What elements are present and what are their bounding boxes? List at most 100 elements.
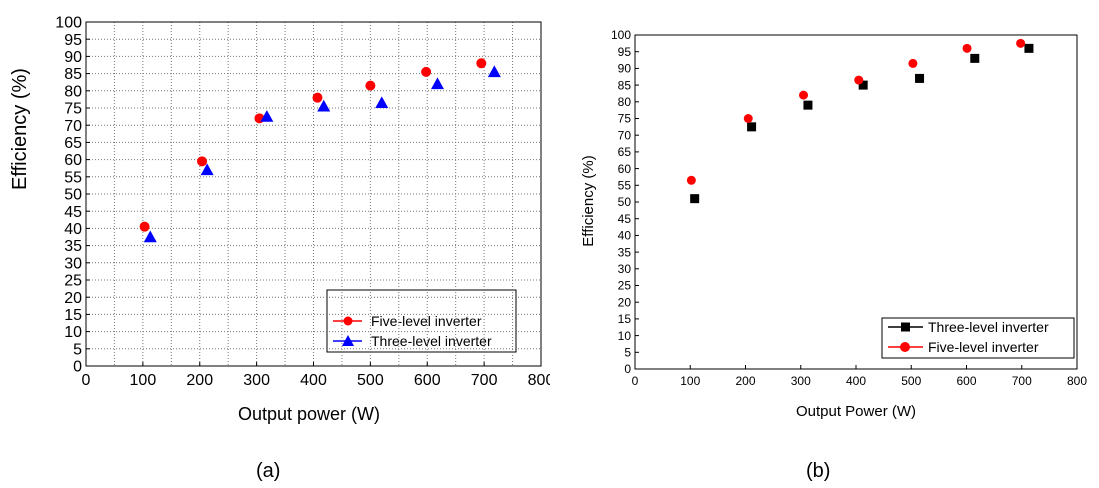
point-five-level-inverter <box>962 43 972 53</box>
point-five-level-inverter <box>686 175 696 185</box>
y-tick-label: 5 <box>73 341 82 358</box>
point-three-level-inverter <box>487 65 501 78</box>
y-tick-label: 100 <box>55 15 82 32</box>
y-tick-label: 85 <box>618 78 632 92</box>
point-five-level-inverter <box>139 221 150 232</box>
y-axis-title: Efficiency (%) <box>580 155 597 246</box>
y-axis-title: Efficiency (%) <box>9 68 31 190</box>
y-tick-label: 45 <box>64 204 82 221</box>
y-tick-label: 55 <box>64 169 82 186</box>
point-three-level-inverter <box>970 53 980 63</box>
x-tick-label: 100 <box>130 372 157 389</box>
y-tick-label: 55 <box>618 179 632 193</box>
y-tick-label: 5 <box>624 346 631 360</box>
x-axis-title: Output power (W) <box>238 404 380 424</box>
y-tick-label: 15 <box>64 307 82 324</box>
y-tick-label: 35 <box>64 238 82 255</box>
y-tick-label: 95 <box>64 32 82 49</box>
y-tick-label: 25 <box>64 273 82 290</box>
x-tick-label: 200 <box>186 372 213 389</box>
x-tick-label: 700 <box>1012 374 1032 388</box>
x-tick-label: 200 <box>735 374 755 388</box>
y-tick-label: 40 <box>64 221 82 238</box>
x-tick-label: 800 <box>1067 374 1087 388</box>
y-tick-label: 35 <box>618 245 632 259</box>
y-tick-label: 60 <box>618 162 632 176</box>
legend: Five-level inverter Three-level inverter <box>326 289 517 353</box>
point-three-level-inverter <box>858 80 868 90</box>
y-tick-label: 25 <box>618 279 632 293</box>
x-axis-title: Output Power (W) <box>796 403 916 420</box>
x-tick-label: 400 <box>300 372 327 389</box>
y-tick-label: 40 <box>618 229 632 243</box>
y-tick-label: 0 <box>624 362 631 376</box>
point-five-level-inverter <box>421 66 432 77</box>
y-tick-label: 80 <box>618 95 632 109</box>
y-tick-label: 90 <box>64 49 82 66</box>
legend-label-five-level: Five-level inverter <box>928 339 1039 355</box>
point-five-level-inverter <box>197 156 208 167</box>
x-tick-label: 600 <box>414 372 441 389</box>
legend-marker-five-level <box>900 342 910 352</box>
y-tick-label: 45 <box>618 212 632 226</box>
point-three-level-inverter <box>430 77 444 90</box>
y-tick-label: 70 <box>618 128 632 142</box>
point-three-level-inverter <box>143 230 157 243</box>
x-tick-label: 300 <box>243 372 270 389</box>
x-tick-label: 700 <box>471 372 498 389</box>
x-tick-label: 800 <box>528 372 550 389</box>
y-tick-label: 80 <box>64 83 82 100</box>
y-tick-label: 50 <box>618 195 632 209</box>
plot-area: 0 100 200 300 400 500 600 700 800051015202530354… <box>611 28 1087 388</box>
y-tick-label: 30 <box>618 262 632 276</box>
point-five-level-inverter <box>1016 38 1026 48</box>
point-three-level-inverter <box>260 110 274 122</box>
point-three-level-inverter <box>317 99 331 112</box>
legend-label-three-level: Three-level inverter <box>371 333 492 349</box>
y-tick-label: 30 <box>64 255 82 272</box>
y-tick-label: 20 <box>64 290 82 307</box>
point-five-level-inverter <box>799 90 809 100</box>
legend-marker-three-level <box>342 335 354 346</box>
legend-marker-three-level <box>901 322 910 332</box>
x-tick-label: 100 <box>680 374 700 388</box>
point-three-level-inverter <box>375 96 389 109</box>
y-tick-label: 85 <box>64 66 82 83</box>
x-tick-label: 500 <box>357 372 384 389</box>
efficiency-chart-b: Efficiency (%) Output Power (W) Three-le… <box>580 28 1087 420</box>
point-three-level-inverter <box>200 163 214 176</box>
x-tick-label: 600 <box>956 374 976 388</box>
y-tick-label: 10 <box>64 324 82 341</box>
y-tick-label: 15 <box>618 312 632 326</box>
efficiency-chart-a: Efficiency (%) Output power (W) Five-lev… <box>9 15 550 424</box>
point-five-level-inverter <box>743 114 753 123</box>
legend-box <box>881 317 1075 359</box>
point-five-level-inverter <box>312 92 323 103</box>
point-three-level-inverter <box>915 73 925 83</box>
plot-area: 0 100 200 300 400 500 600 700 800051015202530354… <box>55 15 550 389</box>
caption-a: (a) <box>256 460 281 482</box>
y-tick-label: 50 <box>64 187 82 204</box>
point-three-level-inverter <box>690 194 700 204</box>
y-tick-label: 70 <box>64 118 82 135</box>
y-tick-label: 0 <box>73 359 82 376</box>
legend-marker-five-level <box>343 316 353 326</box>
point-five-level-inverter <box>854 75 864 85</box>
y-tick-label: 100 <box>611 28 631 42</box>
point-three-level-inverter <box>803 100 813 110</box>
point-three-level-inverter <box>1024 43 1034 53</box>
y-tick-label: 65 <box>64 135 82 152</box>
y-tick-label: 75 <box>618 112 632 126</box>
caption-b: (b) <box>806 460 831 482</box>
legend-label-five-level: Five-level inverter <box>371 313 482 329</box>
point-five-level-inverter <box>908 58 918 68</box>
y-tick-label: 65 <box>618 145 632 159</box>
x-tick-label: 300 <box>791 374 811 388</box>
y-tick-label: 20 <box>618 295 632 309</box>
legend-label-three-level: Three-level inverter <box>928 319 1049 335</box>
legend: Three-level inverter Five-level inverter <box>881 317 1075 359</box>
y-tick-label: 60 <box>64 152 82 169</box>
point-three-level-inverter <box>747 122 757 132</box>
y-tick-label: 75 <box>64 101 82 118</box>
y-tick-label: 95 <box>618 45 632 59</box>
